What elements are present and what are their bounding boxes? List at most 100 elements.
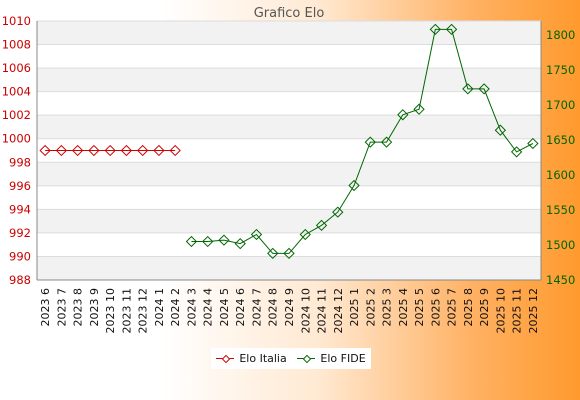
data-point: [137, 144, 149, 157]
x-tick-label: 2025 8: [462, 288, 475, 327]
x-tick-label: 2023 9: [88, 288, 101, 327]
left-tick-label: 990: [9, 249, 31, 263]
left-tick-label: 1002: [2, 108, 31, 122]
x-tick-label: 2023 8: [72, 288, 85, 327]
x-tick-label: 2024 12: [332, 288, 345, 334]
data-point: [153, 144, 165, 157]
plot-band: [37, 256, 541, 280]
x-tick-label: 2025 4: [397, 288, 410, 327]
x-tick-label: 2024 5: [218, 288, 231, 327]
plot-band: [37, 68, 541, 92]
data-point: [88, 144, 100, 157]
data-point: [120, 144, 133, 157]
right-tick-label: 1650: [546, 133, 575, 147]
x-tick-label: 2025 3: [381, 288, 394, 327]
chart-title: Grafico Elo: [254, 6, 325, 21]
right-tick-label: 1750: [546, 63, 575, 77]
data-point: [39, 144, 51, 157]
x-tick-label: 2024 10: [299, 288, 312, 334]
right-tick-label: 1800: [546, 28, 575, 42]
plot-band: [37, 162, 541, 186]
data-point: [445, 23, 458, 36]
left-tick-label: 994: [9, 202, 31, 216]
x-tick-label: 2025 9: [478, 288, 491, 327]
x-tick-label: 2025 1: [348, 288, 361, 327]
data-point: [348, 179, 360, 192]
left-tick-label: 1010: [2, 14, 31, 28]
x-tick-label: 2025 6: [429, 288, 442, 327]
x-tick-label: 2025 5: [413, 288, 426, 327]
x-tick-label: 2024 8: [267, 288, 280, 327]
data-point: [185, 235, 198, 248]
series-line: [191, 28, 534, 254]
data-point: [315, 219, 328, 232]
legend: Elo Italia Elo FIDE: [211, 348, 371, 369]
data-point: [494, 124, 507, 136]
right-tick-label: 1600: [546, 168, 575, 182]
left-tick-label: 998: [9, 155, 31, 169]
plot-band: [37, 115, 541, 139]
data-point: [283, 247, 295, 260]
data-point: [429, 23, 441, 36]
left-tick-label: 1000: [2, 132, 31, 146]
x-tick-label: 2023 7: [55, 288, 68, 327]
x-tick-label: 2024 3: [185, 288, 198, 327]
x-tick-label: 2024 11: [316, 288, 329, 334]
left-tick-label: 1004: [2, 85, 31, 99]
legend-marker-italia: [216, 355, 235, 363]
series-elo-fide: [185, 23, 539, 260]
data-point: [104, 144, 116, 157]
right-tick-label: 1700: [546, 98, 575, 112]
data-point: [234, 237, 246, 250]
data-point: [527, 137, 539, 150]
x-tick-label: 2025 10: [494, 288, 507, 334]
data-point: [55, 144, 68, 157]
data-point: [299, 228, 311, 241]
right-tick-label: 1450: [546, 273, 575, 287]
legend-label-fide: Elo FIDE: [320, 352, 366, 365]
data-point: [364, 136, 376, 148]
x-tick-label: 2025 12: [527, 288, 540, 334]
data-point: [218, 234, 230, 246]
right-axis-ticks: 1450 1500 1550 1600 1650 1700 1750 1800: [546, 28, 575, 287]
x-tick-label: 2025 11: [511, 288, 524, 334]
x-tick-label: 2025 2: [364, 288, 377, 327]
legend-item-italia: Elo Italia: [216, 352, 287, 365]
x-tick-label: 2024 2: [169, 288, 182, 327]
data-point: [510, 146, 523, 158]
x-tick-label: 2023 11: [120, 288, 133, 334]
right-tick-label: 1550: [546, 203, 575, 217]
data-point: [250, 228, 263, 241]
series-elo-italia: [39, 144, 181, 157]
x-axis-ticks: 2023 6 2023 7 2023 8 2023 9 2023 10 2023 11 20…: [39, 288, 540, 334]
data-point: [267, 247, 279, 260]
legend-label-italia: Elo Italia: [239, 352, 287, 365]
data-point: [169, 144, 181, 157]
data-point: [413, 103, 425, 115]
x-tick-label: 2024 4: [202, 288, 215, 327]
x-tick-label: 2023 10: [104, 288, 117, 334]
grid-lines: [36, 20, 542, 281]
data-point: [478, 83, 490, 95]
x-tick-label: 2024 6: [234, 288, 247, 327]
plot-bands: [37, 21, 541, 280]
left-tick-label: 1006: [2, 61, 31, 75]
legend-marker-fide: [297, 355, 316, 363]
x-tick-label: 2024 9: [283, 288, 296, 327]
x-tick-label: 2023 12: [137, 288, 150, 334]
left-tick-label: 996: [9, 179, 31, 193]
left-tick-label: 992: [9, 226, 31, 240]
left-axis-ticks: 988 990 992 994 996 998 1000 1002 1004 1006 1008 10…: [2, 14, 31, 287]
left-tick-label: 1008: [2, 38, 31, 52]
right-tick-label: 1500: [546, 238, 575, 252]
data-point: [397, 109, 409, 121]
data-point: [462, 83, 474, 95]
plot-band: [37, 21, 541, 45]
x-tick-label: 2024 1: [153, 288, 166, 327]
legend-item-fide: Elo FIDE: [297, 352, 366, 365]
data-point: [71, 144, 84, 157]
x-tick-label: 2024 7: [250, 288, 263, 327]
data-point: [380, 136, 393, 148]
data-point: [332, 206, 344, 218]
